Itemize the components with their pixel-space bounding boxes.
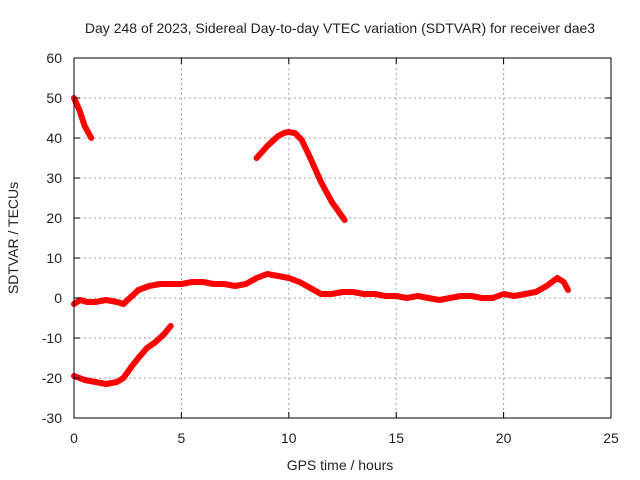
series-line-segment-4	[71, 271, 571, 307]
series-line-segment-3	[71, 323, 174, 387]
x-tick-label: 0	[70, 430, 78, 446]
y-tick-label: 10	[46, 250, 62, 266]
y-tick-label: 20	[46, 210, 62, 226]
series-line-segment-1	[71, 95, 95, 141]
axis-ticks: 0 5 10 15 20 25 -30 -20 -10 0 10 20 30 40 50 60	[42, 50, 619, 446]
y-tick-label: 40	[46, 130, 62, 146]
y-tick-label: 0	[54, 290, 62, 306]
y-tick-label: 60	[46, 50, 62, 66]
y-axis-label: SDTVAR / TECUs	[5, 182, 21, 294]
y-tick-label: 50	[46, 90, 62, 106]
x-tick-label: 5	[178, 430, 186, 446]
y-tick-label: -20	[42, 370, 62, 386]
series-line-segment-2	[253, 129, 348, 223]
x-tick-label: 10	[281, 430, 297, 446]
grid-lines	[74, 58, 611, 418]
y-tick-label: -10	[42, 330, 62, 346]
plot-frame	[73, 57, 612, 419]
x-tick-label: 25	[603, 430, 619, 446]
chart-title: Day 248 of 2023, Sidereal Day-to-day VTE…	[85, 20, 595, 36]
x-axis-label: GPS time / hours	[287, 457, 394, 473]
y-tick-label: 30	[46, 170, 62, 186]
data-series	[71, 95, 571, 387]
y-tick-label: -30	[42, 410, 62, 426]
x-tick-label: 20	[496, 430, 512, 446]
x-tick-label: 15	[388, 430, 404, 446]
